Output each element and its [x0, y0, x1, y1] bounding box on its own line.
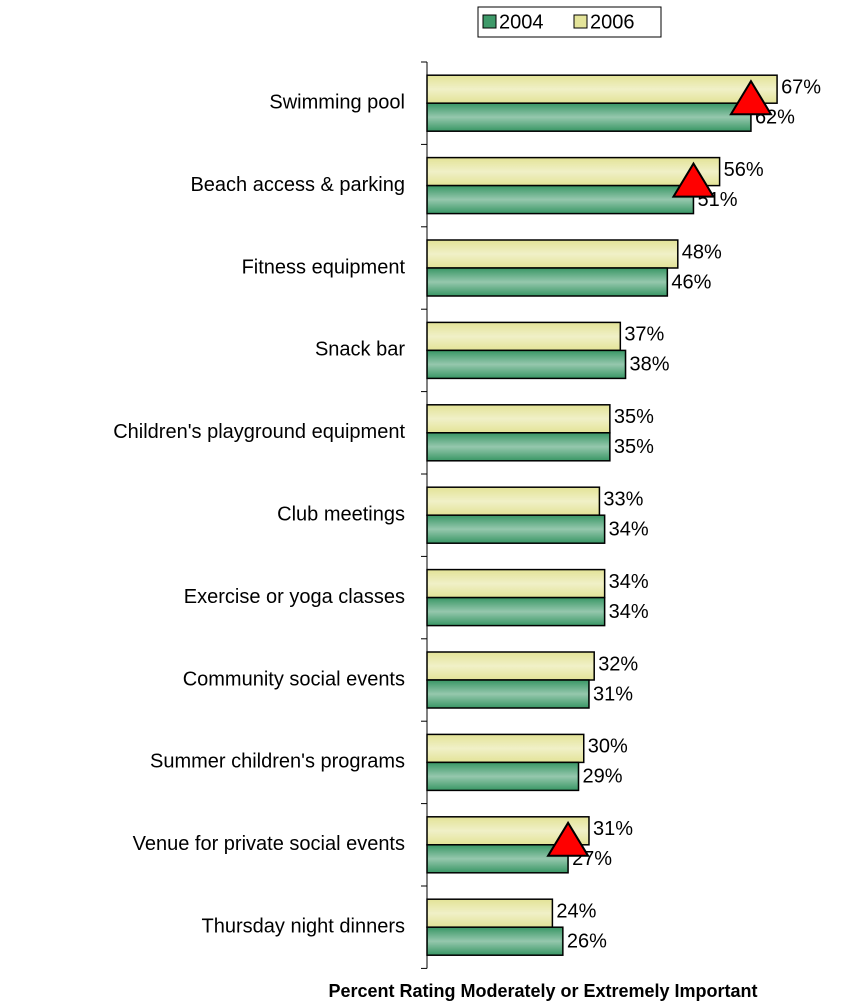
category-label: Community social events	[183, 668, 405, 690]
category-label: Exercise or yoga classes	[184, 586, 405, 608]
category-label: Swimming pool	[269, 91, 405, 113]
bar-shine	[428, 405, 609, 432]
bar-shine	[428, 653, 594, 679]
value-label: 34%	[609, 571, 649, 593]
bar-shine	[428, 845, 568, 872]
value-label: 56%	[724, 159, 764, 181]
legend-box	[477, 6, 662, 38]
value-label: 33%	[603, 488, 643, 510]
value-label: 31%	[593, 683, 633, 705]
value-label: 34%	[609, 518, 649, 540]
bar-shine	[428, 241, 677, 267]
bar-shine	[428, 735, 583, 762]
x-axis-label: Percent Rating Moderately or Extremely I…	[328, 981, 757, 1001]
increase-marker	[729, 79, 773, 116]
bar-shine	[428, 186, 693, 213]
value-label: 37%	[624, 324, 664, 346]
value-label: 31%	[593, 818, 633, 840]
legend-swatch	[573, 14, 588, 29]
category-label: Summer children's programs	[150, 751, 405, 773]
legend-label: 2004	[499, 11, 544, 33]
value-label: 34%	[609, 601, 649, 623]
value-label: 67%	[781, 76, 821, 98]
value-label: 30%	[588, 736, 628, 758]
bar-shine	[428, 269, 667, 295]
bar-shine	[428, 158, 719, 185]
value-label: 48%	[682, 241, 722, 263]
category-label: Beach access & parking	[190, 174, 405, 196]
bar-shine	[428, 76, 777, 103]
legend-label: 2006	[590, 11, 635, 33]
category-label: Snack bar	[315, 339, 405, 361]
bar-shine	[428, 488, 599, 515]
category-label: Children's playground equipment	[113, 421, 405, 443]
increase-marker	[546, 820, 590, 857]
value-label: 35%	[614, 406, 654, 428]
value-label: 29%	[583, 766, 623, 788]
bar-shine	[428, 516, 604, 543]
value-label: 46%	[671, 271, 711, 293]
value-label: 38%	[630, 354, 670, 376]
bar-shine	[428, 928, 562, 955]
category-label: Thursday night dinners	[202, 915, 405, 937]
bar-shine	[428, 900, 552, 927]
bar-shine	[428, 598, 604, 625]
bar-shine	[428, 681, 588, 707]
category-label: Venue for private social events	[133, 833, 405, 855]
bar-shine	[428, 570, 604, 597]
legend-swatch	[482, 14, 497, 29]
bar-shine	[428, 104, 750, 131]
category-label: Fitness equipment	[242, 256, 406, 278]
value-label: 32%	[598, 653, 638, 675]
bar-shine	[428, 763, 578, 790]
category-label: Club meetings	[277, 503, 405, 525]
bar-shine	[428, 433, 609, 460]
value-label: 24%	[556, 900, 596, 922]
bar-shine	[428, 323, 620, 350]
bar-shine	[428, 351, 625, 378]
increase-marker	[671, 161, 716, 198]
value-label: 35%	[614, 436, 654, 458]
value-label: 26%	[567, 930, 607, 952]
